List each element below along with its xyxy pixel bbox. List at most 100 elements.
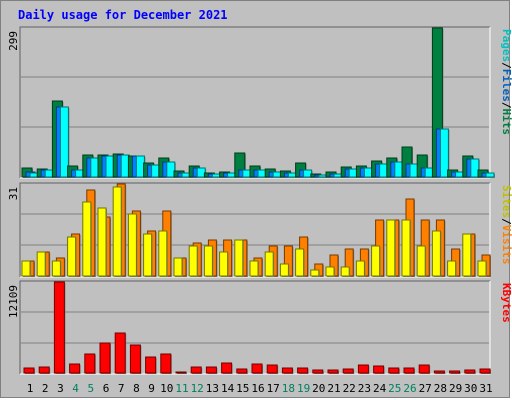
x-tick-label: 7	[118, 382, 125, 395]
bar-kbytes	[114, 332, 126, 374]
kbytes-panel-bg	[20, 281, 490, 374]
x-tick-label: 13	[206, 382, 219, 395]
bar-sites	[127, 213, 137, 277]
legend-entry: Pages	[500, 29, 512, 62]
bar-kbytes	[327, 369, 339, 374]
bar-sites	[97, 207, 107, 277]
x-tick-label: 4	[72, 382, 79, 395]
bar-kbytes	[38, 366, 50, 374]
x-tick-label: 28	[434, 382, 447, 395]
bar-kbytes	[433, 370, 445, 374]
x-tick-label: 14	[221, 382, 235, 395]
bar-sites	[112, 186, 122, 277]
x-tick-label: 31	[479, 382, 492, 395]
bar-kbytes	[129, 344, 141, 374]
bar-sites	[21, 260, 31, 277]
bar-sites	[386, 219, 396, 277]
bar-sites	[279, 263, 289, 277]
x-tick-label: 26	[403, 382, 416, 395]
bar-kbytes	[145, 356, 157, 374]
x-tick-label: 20	[312, 382, 325, 395]
bar-sites	[234, 239, 244, 277]
bar-sites	[325, 266, 335, 277]
bar-pages	[470, 158, 480, 178]
bar-sites	[82, 201, 92, 277]
bar-kbytes	[236, 368, 248, 374]
bar-sites	[143, 233, 153, 277]
x-tick-label: 17	[267, 382, 280, 395]
x-tick-label: 30	[464, 382, 477, 395]
kbytes-panel-ytick: 12109	[7, 285, 20, 318]
hits-panel-legend: Pages/Files/Hits	[500, 29, 512, 135]
bar-kbytes	[190, 366, 202, 374]
kbytes-panel-border-dark	[19, 280, 490, 374]
x-tick-label: 10	[160, 382, 173, 395]
x-tick-label: 8	[133, 382, 140, 395]
x-tick-label: 6	[103, 382, 110, 395]
kbytes-panel-legend: KBytes	[500, 283, 512, 323]
legend-entry: Visits	[500, 225, 512, 265]
x-tick-label: 15	[236, 382, 249, 395]
legend-entry: /	[500, 218, 512, 225]
bar-kbytes	[53, 281, 65, 374]
legend-entry: Hits	[500, 109, 512, 136]
bar-sites	[295, 248, 305, 277]
x-tick-label: 23	[358, 382, 371, 395]
bar-kbytes	[266, 364, 278, 374]
bar-sites	[355, 260, 365, 277]
bar-kbytes	[160, 353, 172, 374]
x-tick-label: 29	[449, 382, 462, 395]
x-tick-label: 18	[282, 382, 295, 395]
bar-kbytes	[403, 367, 415, 374]
chart-title: Daily usage for December 2021	[18, 8, 228, 22]
bar-pages	[166, 161, 176, 178]
visits-panel-ytick: 31	[7, 187, 20, 200]
bar-pages	[485, 172, 495, 178]
bar-kbytes	[69, 363, 81, 374]
legend-entry: /	[500, 62, 512, 69]
x-tick-label: 12	[191, 382, 204, 395]
bar-sites	[219, 251, 229, 277]
bar-sites	[477, 260, 487, 277]
bar-sites	[36, 251, 46, 277]
x-tick-label: 22	[343, 382, 356, 395]
bar-sites	[310, 269, 320, 277]
visits-panel-border-dark	[19, 182, 490, 277]
bar-sites	[416, 245, 426, 277]
x-tick-label: 3	[57, 382, 64, 395]
bar-sites	[264, 251, 274, 277]
bar-kbytes	[297, 367, 309, 374]
bar-sites	[203, 245, 213, 277]
bar-sites	[401, 219, 411, 277]
legend-entry: /	[500, 102, 512, 109]
bar-sites	[158, 230, 168, 277]
x-tick-label: 25	[388, 382, 401, 395]
x-tick-label: 19	[297, 382, 310, 395]
bar-sites	[340, 266, 350, 277]
bar-sites	[173, 257, 183, 277]
x-tick-label: 2	[42, 382, 49, 395]
bar-kbytes	[357, 364, 369, 374]
bar-kbytes	[99, 342, 111, 374]
bar-sites	[371, 245, 381, 277]
bar-kbytes	[23, 367, 35, 374]
hits-panel-border-dark	[19, 26, 490, 178]
x-tick-label: 11	[175, 382, 188, 395]
bar-kbytes	[205, 366, 217, 374]
visits-panel-legend: Sites/Visits	[500, 185, 512, 265]
bar-kbytes	[342, 368, 354, 374]
bar-kbytes	[221, 362, 233, 374]
bar-kbytes	[281, 367, 293, 374]
bar-sites	[188, 245, 198, 277]
x-tick-label: 9	[148, 382, 155, 395]
bar-kbytes	[464, 369, 476, 374]
bar-sites	[447, 260, 457, 277]
bar-sites	[431, 230, 441, 277]
x-tick-label: 24	[373, 382, 387, 395]
bar-kbytes	[373, 365, 385, 374]
bar-sites	[462, 233, 472, 277]
bar-kbytes	[449, 370, 461, 374]
hits-panel-ytick: 299	[7, 31, 20, 51]
bar-kbytes	[418, 364, 430, 374]
